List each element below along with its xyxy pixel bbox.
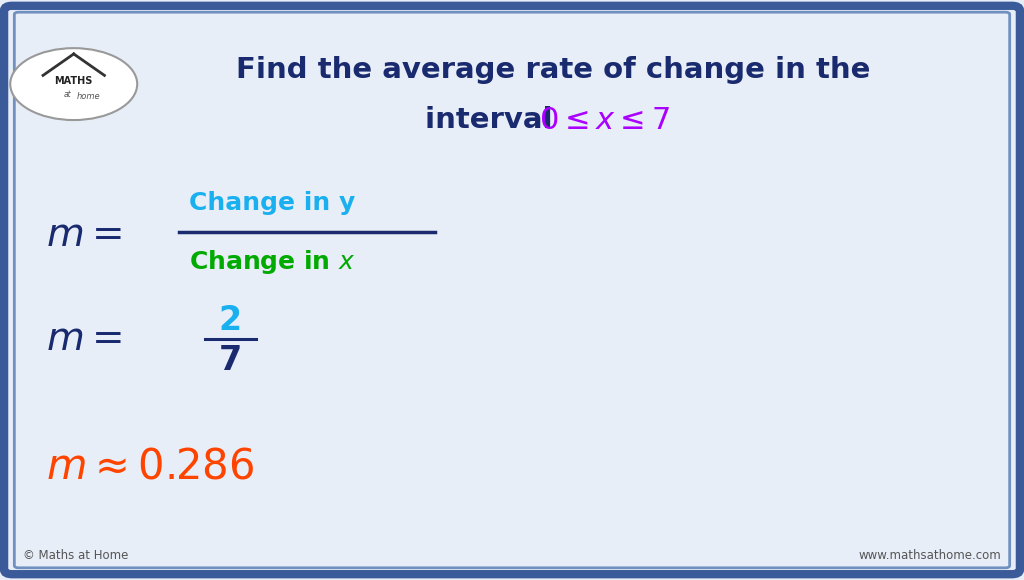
Text: home: home: [77, 92, 100, 101]
Text: $0 \leq x \leq 7$: $0 \leq x \leq 7$: [539, 106, 670, 135]
Text: www.mathsathome.com: www.mathsathome.com: [859, 549, 1001, 562]
Text: Find the average rate of change in the: Find the average rate of change in the: [236, 56, 870, 84]
Text: $m =$: $m =$: [46, 320, 122, 358]
Text: at: at: [65, 90, 72, 99]
Ellipse shape: [10, 48, 137, 120]
Text: 0: 0: [456, 469, 466, 484]
Text: $m \approx 0.286$: $m \approx 0.286$: [46, 446, 254, 488]
Text: © Maths at Home: © Maths at Home: [23, 549, 128, 562]
Text: $m =$: $m =$: [46, 216, 122, 254]
Text: 7: 7: [219, 345, 242, 377]
Text: Change in y: Change in y: [189, 191, 355, 215]
Text: interval: interval: [425, 106, 563, 134]
Text: MATHS: MATHS: [54, 75, 93, 86]
Text: 2: 2: [219, 304, 242, 336]
Text: Change in $x$: Change in $x$: [189, 248, 356, 276]
FancyBboxPatch shape: [4, 6, 1020, 574]
